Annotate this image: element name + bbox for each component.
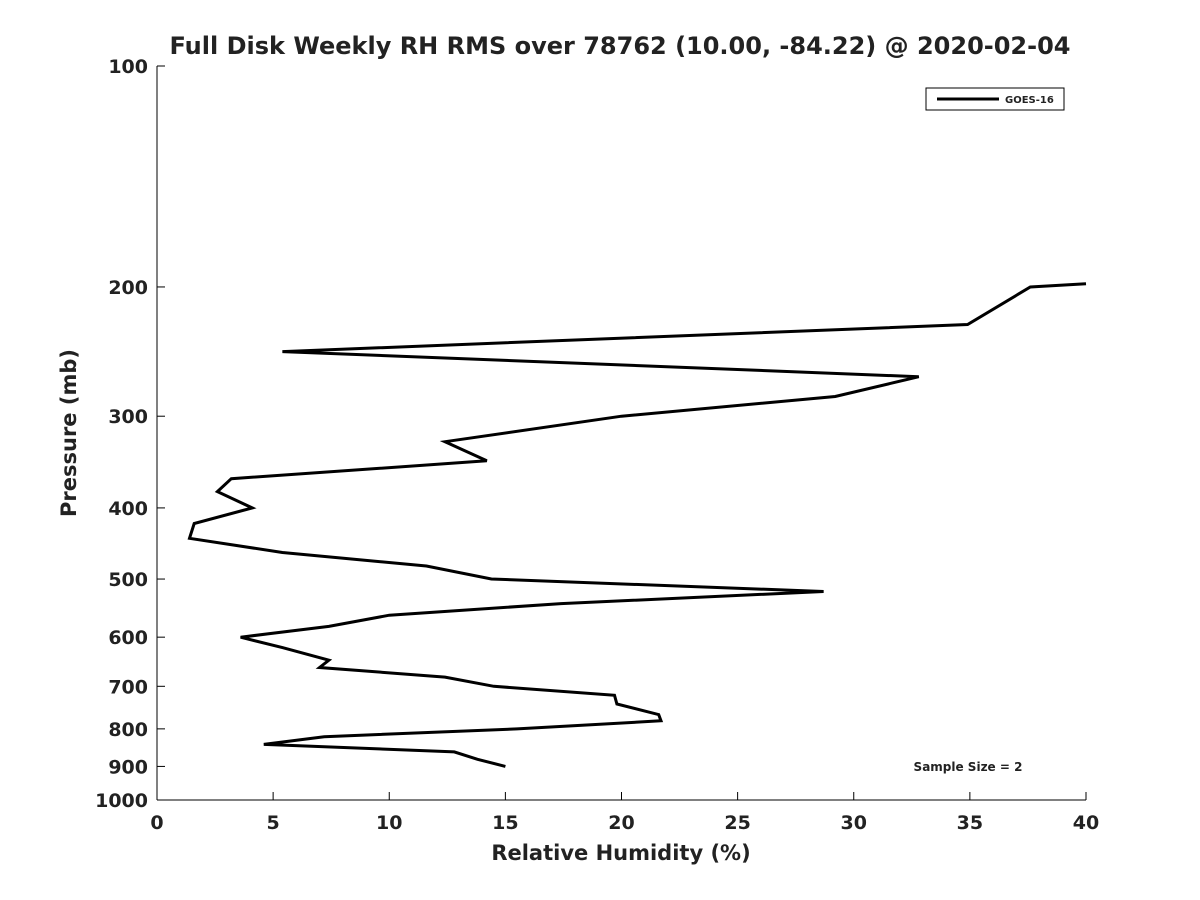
sample-size-annotation: Sample Size = 2 [914, 760, 1023, 774]
y-tick-label: 800 [108, 719, 148, 741]
y-tick-label: 500 [108, 569, 148, 591]
y-tick-label: 900 [108, 756, 148, 778]
x-axis-label: Relative Humidity (%) [491, 841, 750, 865]
x-tick-label: 35 [957, 812, 983, 834]
y-tick-label: 1000 [95, 790, 148, 812]
y-tick-label: 700 [108, 676, 148, 698]
y-tick-label: 300 [108, 406, 148, 428]
y-tick-label: 400 [108, 498, 148, 520]
x-axis-ticks: 0 5 10 15 20 25 30 35 40 [150, 792, 1099, 834]
y-axis-label: Pressure (mb) [57, 349, 81, 517]
x-tick-label: 40 [1073, 812, 1099, 834]
y-tick-label: 100 [108, 56, 148, 78]
y-tick-label: 600 [108, 627, 148, 649]
x-tick-label: 10 [376, 812, 402, 834]
y-tick-label: 200 [108, 277, 148, 299]
plot-area [156, 66, 1086, 801]
x-tick-label: 15 [492, 812, 518, 834]
x-tick-label: 25 [724, 812, 750, 834]
x-tick-label: 30 [841, 812, 867, 834]
y-axis-ticks: 100 200 300 400 500 600 700 800 900 1000 [95, 56, 165, 812]
x-tick-label: 20 [608, 812, 634, 834]
series-layer [187, 282, 1087, 768]
x-tick-label: 5 [267, 812, 280, 834]
chart-title: Full Disk Weekly RH RMS over 78762 (10.0… [169, 32, 1070, 60]
x-tick-label: 0 [150, 812, 163, 834]
legend: GOES-16 [925, 87, 1065, 111]
legend-label-goes-16: GOES-16 [1005, 95, 1054, 106]
series-line-goes-16 [187, 282, 1087, 768]
